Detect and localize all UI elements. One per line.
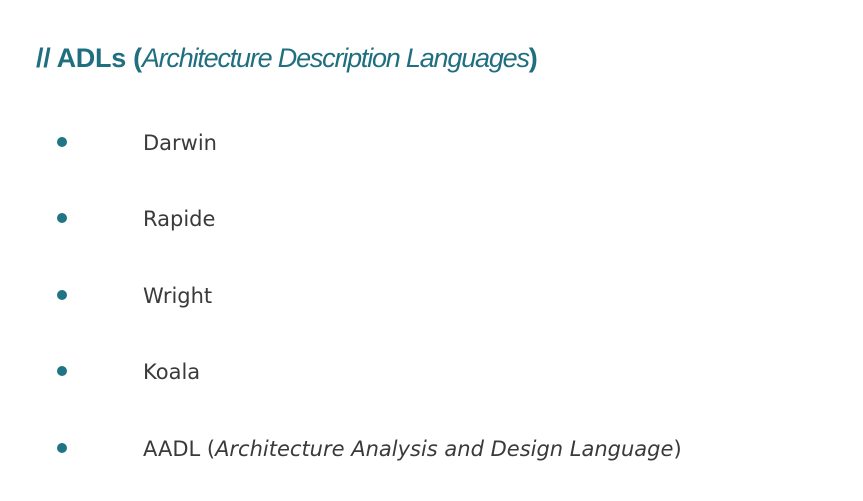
bullet-dot-icon	[57, 137, 67, 147]
list-item-suffix: )	[673, 437, 682, 461]
list-item-label: Koala	[143, 360, 201, 384]
list-item: Rapide	[0, 199, 863, 239]
list-item: AADL (Architecture Analysis and Design L…	[0, 429, 863, 469]
bullet-dot-icon	[57, 290, 67, 300]
bullet-dot-icon	[57, 443, 67, 453]
title-suffix: )	[528, 43, 538, 73]
bullet-dot-icon	[57, 213, 67, 223]
list-item: Wright	[0, 276, 863, 316]
list-item-label: AADL (Architecture Analysis and Design L…	[143, 436, 682, 462]
list-item-text: AADL (	[143, 437, 216, 461]
list-item-label: Darwin	[143, 131, 217, 155]
title-prefix: // ADLs (	[36, 43, 142, 73]
list-item-label: Rapide	[143, 207, 216, 231]
title-italic: Architecture Description Languages	[141, 43, 530, 73]
list-item-italic: Architecture Analysis and Design Languag…	[215, 437, 674, 461]
list-item: Darwin	[0, 123, 863, 163]
list-item: Koala	[0, 352, 863, 392]
slide-title: // ADLs (Architecture Description Langua…	[36, 38, 538, 78]
list-item-label: Wright	[143, 284, 213, 308]
bullet-dot-icon	[57, 366, 67, 376]
